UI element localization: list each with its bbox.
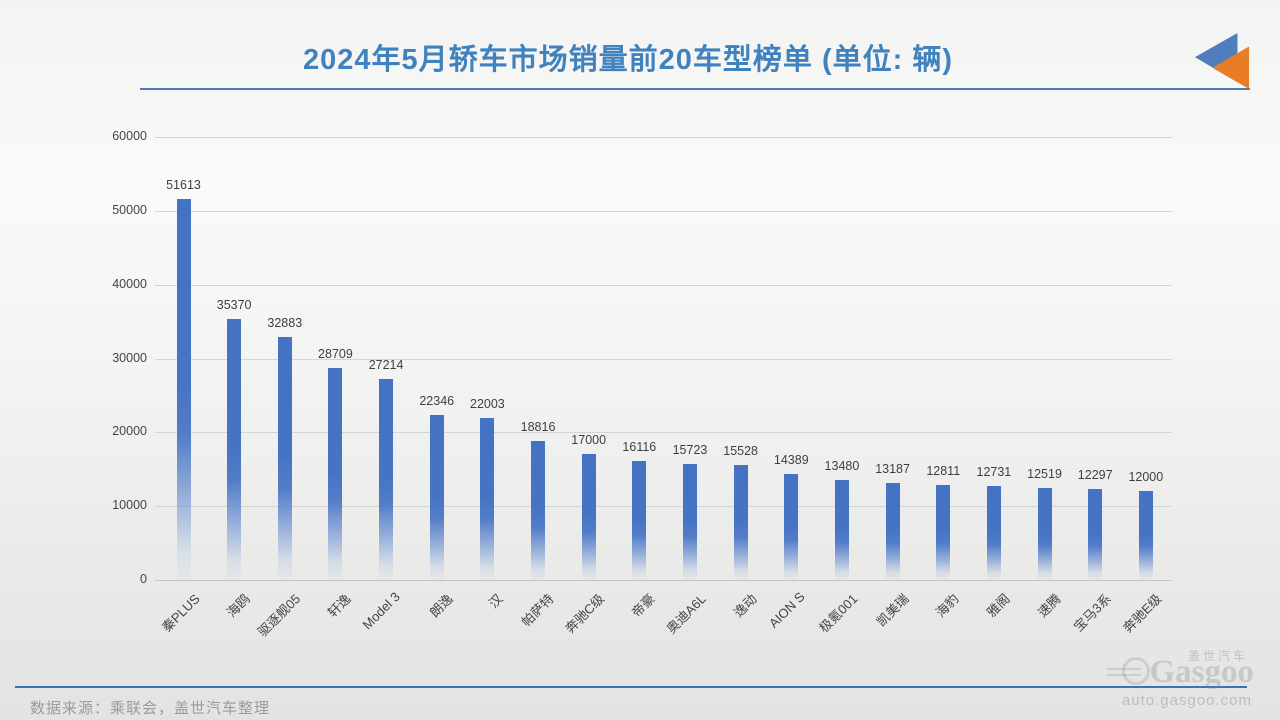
x-axis-label: 极氪001 — [816, 591, 861, 636]
bar — [1138, 491, 1153, 580]
value-label: 32883 — [267, 316, 303, 331]
gridline — [155, 432, 1172, 434]
value-label: 12297 — [1077, 468, 1113, 483]
gasgoo-logo — [1193, 31, 1251, 91]
gridline — [155, 358, 1172, 360]
value-label: 18816 — [520, 420, 556, 435]
footer-divider — [15, 686, 1247, 688]
bar — [277, 337, 292, 580]
x-axis-label: 海豹 — [932, 591, 962, 621]
gridline — [155, 284, 1172, 286]
gridline — [155, 210, 1172, 212]
x-axis-label: 奔驰C级 — [562, 591, 608, 636]
y-axis-label: 40000 — [112, 276, 147, 291]
watermark-chinese: 盖世汽车 — [1187, 649, 1248, 663]
value-label: 14389 — [773, 452, 809, 467]
x-axis-label: 海鸥 — [223, 591, 253, 621]
x-axis-label: AION S — [766, 589, 808, 631]
gridline — [155, 137, 1172, 138]
x-axis-label: 奔驰E级 — [1120, 591, 1165, 636]
value-label: 13480 — [824, 459, 860, 474]
data-source: 数据来源：乘联会，盖世汽车整理 — [30, 700, 271, 717]
value-label: 12519 — [1027, 466, 1062, 481]
watermark-emblem-icon — [1107, 657, 1150, 685]
y-axis-label: 30000 — [112, 350, 147, 365]
bar — [227, 318, 242, 580]
bar — [986, 486, 1001, 580]
watermark-url: auto.gasgoo.com — [1121, 692, 1252, 709]
x-axis-label: 秦PLUS — [158, 591, 203, 635]
x-axis-label: Model 3 — [359, 589, 403, 633]
bar — [683, 463, 697, 580]
title-underline — [140, 88, 1250, 90]
bar-chart: 0 10000 20000 30000 40000 50000 60000 51613 秦PLU… — [112, 129, 1172, 640]
value-label: 51613 — [166, 177, 201, 192]
y-axis-label: 0 — [140, 572, 147, 586]
x-axis-label: 凯美瑞 — [873, 591, 912, 630]
x-axis-label: 驱逐舰05 — [255, 591, 304, 640]
value-label: 12731 — [976, 465, 1012, 479]
value-label: 15723 — [672, 442, 708, 457]
value-label: 28709 — [318, 347, 353, 362]
page-title: 2024年5月轿车市场销量前20车型榜单 (单位: 辆) — [303, 44, 953, 76]
bar — [733, 465, 748, 580]
value-label: 13187 — [875, 461, 910, 476]
bar — [429, 415, 444, 580]
bar — [531, 441, 546, 580]
value-label: 22003 — [470, 396, 505, 411]
bar — [379, 379, 394, 580]
gridline — [155, 580, 1172, 581]
value-label: 16116 — [622, 440, 657, 454]
bar — [936, 485, 951, 580]
x-axis-label: 朗逸 — [426, 591, 456, 621]
bar — [581, 454, 596, 580]
x-axis-label: 轩逸 — [325, 591, 355, 621]
bar — [328, 368, 343, 580]
x-axis-label: 帝豪 — [629, 591, 659, 621]
bar — [784, 473, 799, 580]
value-label: 12811 — [926, 464, 961, 479]
gasgoo-logo-icon — [1194, 32, 1250, 90]
value-label: 35370 — [216, 297, 252, 312]
bar — [480, 417, 495, 580]
x-axis-label: 奥迪A6L — [663, 591, 709, 637]
y-axis-label: 10000 — [112, 498, 147, 513]
x-axis-label: 速腾 — [1034, 591, 1064, 621]
bar — [1088, 489, 1103, 580]
bar — [1037, 487, 1052, 580]
value-label: 27214 — [368, 358, 404, 373]
bar — [176, 198, 191, 580]
y-axis-label: 60000 — [112, 129, 147, 143]
x-axis-label: 汉 — [486, 591, 507, 611]
x-axis-label: 逸动 — [730, 591, 760, 621]
value-label: 12000 — [1128, 470, 1164, 485]
x-axis-label: 雅阁 — [983, 591, 1013, 621]
bar — [834, 480, 849, 580]
value-label: 17000 — [571, 433, 607, 448]
bar — [632, 461, 647, 580]
y-axis-label: 20000 — [112, 424, 147, 439]
y-axis-label: 50000 — [112, 202, 147, 217]
x-axis-label: 帕萨特 — [518, 591, 557, 630]
value-label: 15528 — [723, 444, 759, 459]
bar — [885, 482, 900, 580]
gridline — [155, 506, 1172, 508]
x-axis-label: 宝马3系 — [1070, 591, 1114, 635]
value-label: 22346 — [419, 394, 455, 408]
watermark-brand: Gasgoo — [1149, 654, 1254, 690]
